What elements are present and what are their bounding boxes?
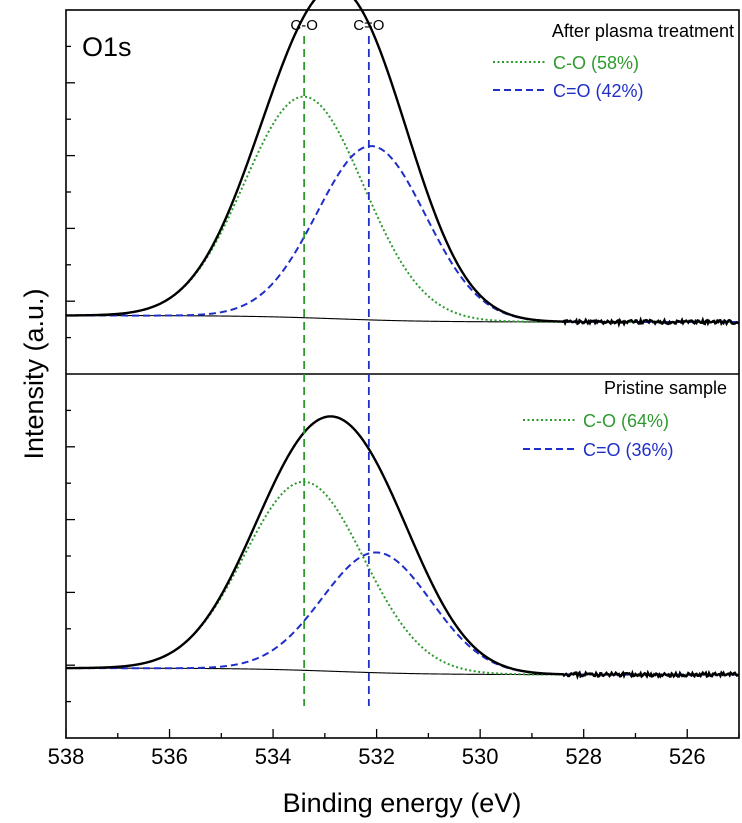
x-tick-label: 532 bbox=[358, 744, 395, 769]
x-axis-title: Binding energy (eV) bbox=[283, 788, 522, 818]
x-tick-label: 530 bbox=[462, 744, 499, 769]
ceqo-component-curve bbox=[66, 551, 739, 676]
y-axis-ticks bbox=[66, 45, 75, 703]
co-component-curve bbox=[66, 480, 739, 676]
x-tick-label: 538 bbox=[48, 744, 85, 769]
reference-label-ceqo: C=O bbox=[353, 17, 384, 34]
x-tick-label: 528 bbox=[565, 744, 602, 769]
reference-label-co: C-O bbox=[290, 17, 318, 34]
legend-entry-bottom-co: C-O (64%) bbox=[583, 411, 669, 431]
top-panel-curves bbox=[65, 0, 740, 328]
co-component-curve bbox=[65, 95, 739, 323]
y-axis-title: Intensity (a.u.) bbox=[19, 288, 49, 459]
legend-entry-bottom-ceqo: C=O (36%) bbox=[583, 440, 674, 460]
legend-title-top: After plasma treatment bbox=[552, 21, 734, 41]
total-envelope-curve bbox=[65, 0, 740, 328]
x-tick-label: 536 bbox=[151, 744, 188, 769]
x-tick-label: 534 bbox=[255, 744, 292, 769]
x-axis-ticks: 538 536 534 532 530 528 526 bbox=[48, 729, 740, 769]
x-tick-label: 526 bbox=[669, 744, 706, 769]
legend-title-bottom: Pristine sample bbox=[604, 378, 727, 398]
legend-entry-top-ceqo: C=O (42%) bbox=[553, 81, 644, 101]
panel-label-o1s: O1s bbox=[82, 32, 132, 62]
legend-entry-top-co: C-O (58%) bbox=[553, 53, 639, 73]
bottom-panel-curves bbox=[66, 415, 740, 680]
reference-lines bbox=[303, 36, 370, 706]
ceqo-component-curve bbox=[66, 145, 739, 323]
total-envelope-curve bbox=[66, 415, 740, 680]
